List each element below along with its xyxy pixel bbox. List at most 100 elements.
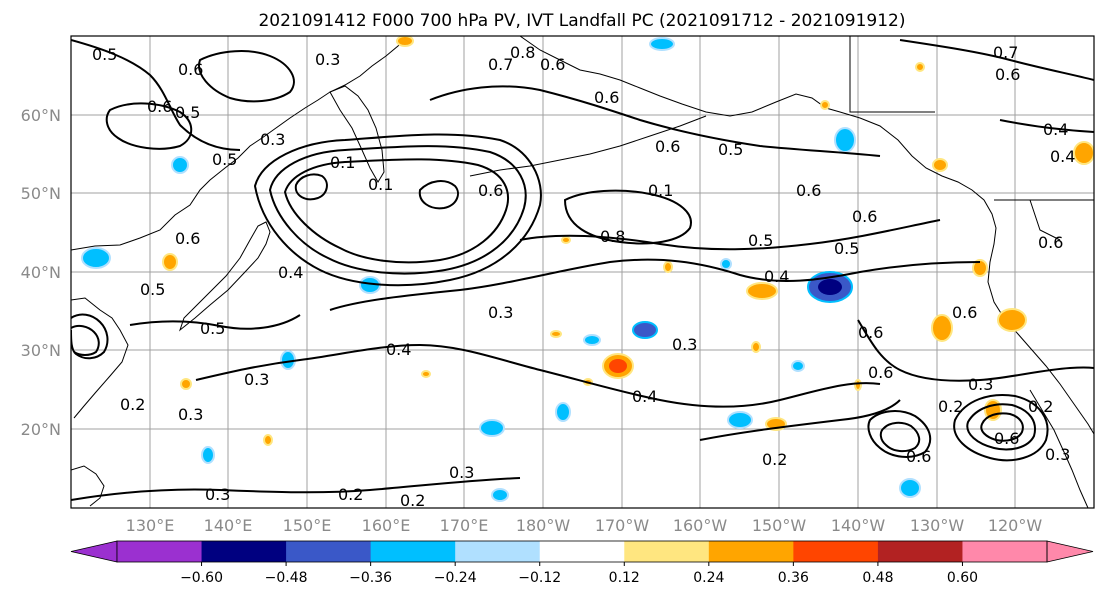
contour-line (953, 394, 1049, 462)
contour-label: 0.2 (120, 395, 145, 414)
contour-label: 0.4 (764, 267, 789, 286)
positive-patch (931, 314, 953, 342)
contour-label: 0.3 (205, 485, 230, 504)
colorbar-swatch (201, 541, 287, 562)
colorbar-swatch (539, 541, 625, 562)
positive-patch (396, 36, 414, 47)
contour-label: 0.6 (655, 137, 680, 156)
contour-label: 0.6 (540, 55, 565, 74)
lon-tick-label: 130°E (126, 516, 175, 535)
colorbar-tick-label: −0.60 (180, 570, 223, 586)
contour-line (519, 219, 941, 251)
contour-line (418, 180, 459, 210)
contour-label: 0.5 (834, 239, 859, 258)
contour-line (857, 319, 1094, 382)
contour-label: 0.6 (796, 181, 821, 200)
negative-patch (834, 127, 856, 153)
taiwan-philippines-coast (71, 465, 105, 507)
negative-patch (479, 419, 505, 437)
contour-label: 0.6 (995, 65, 1020, 84)
colorbar-tick-label: 0.48 (862, 570, 893, 586)
contour-line (999, 119, 1094, 133)
contour-line (195, 343, 881, 408)
colorbar-extend-min (70, 540, 118, 563)
contour-line (899, 39, 1094, 81)
lon-tick-label: 170°E (440, 516, 489, 535)
colorbar-tick-label: −0.12 (518, 570, 561, 586)
contour-label: 0.4 (278, 263, 303, 282)
negative-patch (727, 411, 753, 429)
contour-label: 0.3 (178, 405, 203, 424)
contour-label: 0.3 (672, 335, 697, 354)
negative-patch (81, 247, 111, 269)
colorbar-tick-label: 0.24 (693, 570, 724, 586)
lon-tick-label: 140°W (831, 516, 886, 535)
baja-coast (1029, 389, 1089, 508)
negative-patch (899, 478, 921, 498)
lon-tick-label: 130°W (910, 516, 965, 535)
contour-label: 0.2 (400, 491, 425, 510)
contour-line (867, 410, 932, 458)
contour-label: 0.4 (386, 340, 411, 359)
contour-line (699, 399, 901, 441)
contour-line (329, 258, 981, 311)
colorbar-tick-label: −0.24 (434, 570, 477, 586)
contour-label: 0.6 (175, 229, 200, 248)
japan-coast (178, 221, 271, 332)
contour-label: 0.4 (632, 387, 657, 406)
contour-line (71, 39, 241, 151)
korea-china-coast (71, 297, 129, 419)
map-panel: 0.5 0.6 0.3 0.8 0.7 0.6 0.6 0.7 0.6 0.4 … (70, 35, 1095, 510)
negative-patch (632, 321, 658, 339)
contour-label: 0.6 (178, 60, 203, 79)
contour-line (283, 158, 509, 264)
contour-label: 0.2 (338, 485, 363, 504)
pv-contours (71, 39, 1094, 501)
colorbar-tick-label: 0.36 (778, 570, 809, 586)
kamchatka-coast (329, 85, 385, 183)
colorbar-swatch (117, 541, 203, 562)
contour-line (966, 403, 1036, 451)
positive-patch (263, 434, 273, 446)
asia-coast (71, 36, 409, 251)
lat-tick-label: 50°N (21, 184, 61, 203)
contour-label: 0.4 (1050, 147, 1075, 166)
positive-patch (820, 100, 830, 110)
colorbar: −0.60 −0.48 −0.36 −0.24 −0.12 0.12 0.24 0.36 0.4… (70, 540, 1094, 586)
contour-label: 0.5 (718, 140, 743, 159)
positive-patch (421, 370, 431, 378)
lon-tick-label: 160°E (362, 516, 411, 535)
contour-label: 0.6 (852, 207, 877, 226)
lat-tick-label: 60°N (21, 106, 61, 125)
contour-label: 0.7 (993, 43, 1018, 62)
contour-label: 0.3 (488, 303, 513, 322)
contour-label: 0.8 (600, 227, 625, 246)
map-frame (70, 35, 1095, 509)
positive-patch (550, 330, 562, 338)
positive-patch (854, 379, 862, 391)
contour-line (71, 313, 109, 360)
coastlines (71, 36, 1094, 508)
contour-label: 0.4 (1043, 120, 1068, 139)
positive-patch (751, 341, 761, 353)
contour-line (268, 145, 527, 275)
positive-patch (663, 261, 673, 273)
colorbar-tick-label: −0.48 (265, 570, 308, 586)
negative-patch (491, 488, 509, 502)
colorbar-tick-label: −0.36 (349, 570, 392, 586)
contour-label: 0.1 (648, 181, 673, 200)
negative-patch (171, 156, 189, 174)
contour-label: 0.7 (488, 55, 513, 74)
contour-line (253, 133, 542, 287)
colorbar-tick-label: 0.60 (947, 570, 978, 586)
contour-label: 0.6 (1038, 233, 1063, 252)
contour-label: 0.6 (906, 447, 931, 466)
contour-line (980, 412, 1024, 442)
contour-label: 0.3 (260, 130, 285, 149)
positive-patch (746, 282, 778, 300)
contour-line (71, 324, 100, 356)
contour-label: 0.6 (594, 88, 619, 107)
negative-patch (649, 37, 675, 51)
figure-title: 2021091412 F000 700 hPa PV, IVT Landfall… (258, 11, 905, 31)
